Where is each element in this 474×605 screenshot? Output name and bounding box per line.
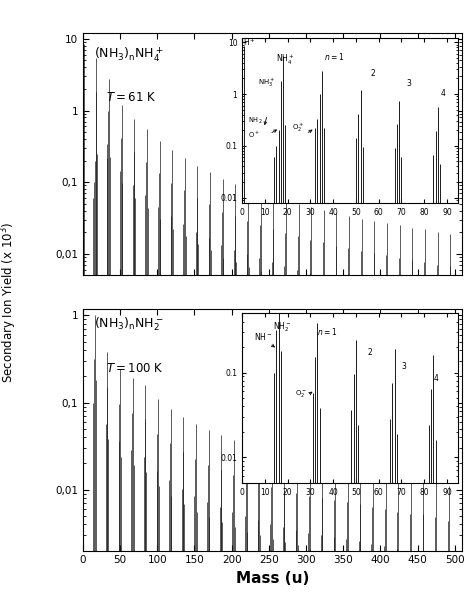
Text: $\rm{O^+}$: $\rm{O^+}$ xyxy=(248,130,260,140)
Text: $3$: $3$ xyxy=(401,360,408,371)
Text: $\rm{NH_2}$: $\rm{NH_2}$ xyxy=(248,116,263,126)
Text: $2$: $2$ xyxy=(370,67,375,78)
Text: $T = 100\ \rm{K}$: $T = 100\ \rm{K}$ xyxy=(106,362,164,374)
Text: $(\rm{NH_3})_n\rm{NH_4^+}$: $(\rm{NH_3})_n\rm{NH_4^+}$ xyxy=(94,45,164,64)
Text: $n=1$: $n=1$ xyxy=(324,51,345,62)
Text: $T = 61\ \rm{K}$: $T = 61\ \rm{K}$ xyxy=(106,91,156,104)
Text: $\rm{O_2^-}$: $\rm{O_2^-}$ xyxy=(294,388,307,399)
Text: $2$: $2$ xyxy=(367,346,374,358)
Text: $\rm{NH^-}$: $\rm{NH^-}$ xyxy=(254,332,272,342)
Text: $4$: $4$ xyxy=(440,87,447,99)
Text: $4$: $4$ xyxy=(433,372,440,383)
Text: $\rm{H^+}$: $\rm{H^+}$ xyxy=(243,36,256,48)
Text: $n=1$: $n=1$ xyxy=(317,325,337,337)
Text: $(\rm{NH_3})_n\rm{NH_2^-}$: $(\rm{NH_3})_n\rm{NH_2^-}$ xyxy=(94,316,164,333)
Text: $\rm{NH_2^-}$: $\rm{NH_2^-}$ xyxy=(273,321,292,335)
Text: $\rm{O_2^+}$: $\rm{O_2^+}$ xyxy=(292,122,304,134)
Text: Secondary Ion Yield (x 10$^3$): Secondary Ion Yield (x 10$^3$) xyxy=(0,222,19,383)
X-axis label: Mass (u): Mass (u) xyxy=(236,571,309,586)
Text: $\rm{NH_4^+}$: $\rm{NH_4^+}$ xyxy=(276,53,295,67)
Text: $\rm{NH_3^+}$: $\rm{NH_3^+}$ xyxy=(258,77,275,89)
Text: $3$: $3$ xyxy=(406,77,412,88)
